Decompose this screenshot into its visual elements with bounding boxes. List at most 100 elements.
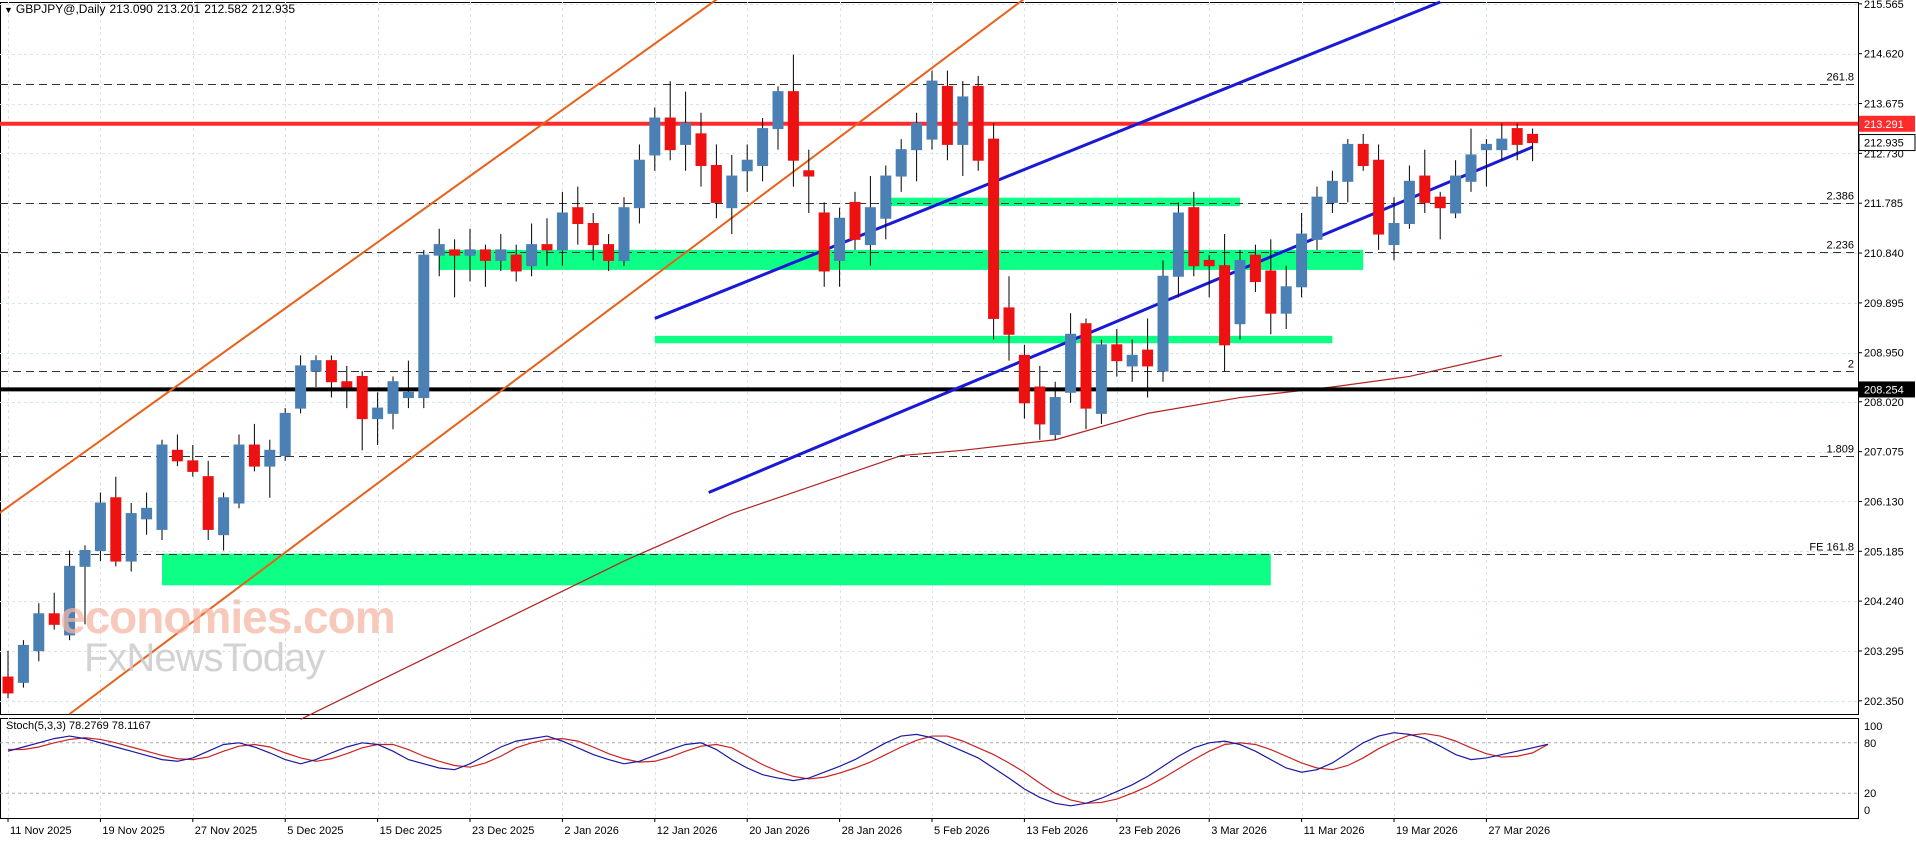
bearish-candle: [664, 117, 676, 151]
bearish-candle: [787, 91, 799, 161]
bullish-candle: [1234, 259, 1246, 325]
fib-level-label: 2: [1848, 359, 1854, 371]
bearish-candle: [710, 164, 722, 203]
time-tick-label: 23 Feb 2026: [1119, 825, 1181, 837]
bearish-candle: [1527, 133, 1539, 144]
bullish-candle: [1065, 333, 1077, 393]
bearish-candle: [541, 244, 553, 251]
support-price-tag-label: 208.254: [1864, 384, 1904, 396]
time-tick-label: 28 Jan 2026: [842, 825, 903, 837]
bullish-candle: [741, 159, 753, 172]
blue-channel-line: [654, 0, 1441, 320]
time-tick-label: 19 Mar 2026: [1396, 825, 1458, 837]
stochastic-pane-frame: [0, 718, 1859, 819]
bearish-candle: [1018, 354, 1030, 404]
bearish-candle: [1003, 307, 1015, 335]
price-tick-label: 211.785: [1864, 198, 1903, 210]
time-tick-label: 11 Mar 2026: [1304, 825, 1365, 837]
bullish-candle: [1095, 344, 1107, 414]
fib-level-label: 1.809: [1826, 444, 1854, 456]
bullish-candle: [757, 128, 769, 166]
stoch-tick-label: 0: [1864, 805, 1870, 817]
bearish-candle: [1265, 270, 1277, 314]
bearish-candle: [110, 497, 122, 562]
bullish-candle: [880, 175, 892, 219]
bearish-candle: [2, 676, 14, 694]
bullish-candle: [1296, 233, 1308, 288]
candles-layer: [2, 54, 1539, 699]
bearish-candle: [941, 85, 953, 145]
support-price-tag: [1859, 381, 1915, 398]
bullish-candle: [1280, 286, 1292, 314]
bearish-candle: [48, 613, 60, 625]
bullish-candle: [125, 513, 137, 562]
bearish-candle: [1111, 344, 1123, 362]
fib-level-label: 2.236: [1826, 240, 1854, 252]
bullish-candle: [957, 96, 969, 145]
bullish-candle: [556, 212, 568, 251]
bullish-candle: [387, 381, 399, 414]
stochastic-header: Stoch(5,3,3) 78.2769 78.1167: [6, 720, 151, 732]
stoch-signal-line: [8, 732, 1549, 804]
bullish-candle: [1172, 212, 1184, 277]
bullish-candle: [1465, 154, 1477, 182]
bearish-candle: [1357, 143, 1369, 166]
bullish-candle: [218, 497, 230, 536]
resistance-price-tag-label: 213.291: [1864, 119, 1904, 131]
bearish-candle: [1188, 207, 1200, 267]
bullish-candle: [433, 244, 445, 256]
bearish-candle: [202, 476, 214, 530]
bullish-candle: [1342, 143, 1354, 182]
orange-channel-line: [69, 0, 1025, 715]
price-tick-label: 202.350: [1864, 696, 1904, 708]
bullish-candle: [310, 360, 322, 372]
bullish-candle: [33, 613, 45, 652]
stoch-tick-label: 80: [1864, 738, 1876, 750]
trend-lines-layer: [0, 0, 1534, 715]
price-pane-frame: [0, 2, 1859, 715]
price-tick-label: 215.565: [1864, 0, 1904, 11]
price-tick-label: 203.295: [1864, 646, 1904, 658]
bullish-candle: [1403, 180, 1415, 225]
bullish-candle: [1157, 275, 1169, 372]
bullish-candle: [864, 207, 876, 246]
bearish-candle: [988, 138, 1000, 319]
time-tick-label: 5 Feb 2026: [934, 825, 990, 837]
bullish-candle: [1496, 138, 1508, 151]
bearish-candle: [818, 212, 830, 272]
bearish-candle: [1203, 259, 1215, 267]
time-tick-label: 15 Dec 2025: [380, 825, 442, 837]
watermark-fxnewstoday: FxNewsToday: [84, 636, 325, 680]
bullish-candle: [726, 175, 738, 209]
bullish-candle: [1326, 180, 1338, 203]
bearish-candle: [479, 249, 491, 261]
current-price-label: 212.935: [1864, 138, 1904, 150]
bearish-candle: [1219, 265, 1231, 346]
symbol-label: GBPJPY@,Daily: [15, 2, 106, 16]
dropdown-triangle-icon[interactable]: ▼: [4, 5, 13, 15]
stoch-main-line: [7, 732, 1549, 807]
bearish-candle: [803, 170, 815, 177]
bullish-candle: [1388, 223, 1400, 246]
bullish-candle: [372, 407, 384, 420]
moving-average-layer: [300, 354, 1502, 720]
time-tick-label: 11 Nov 2025: [10, 825, 72, 837]
bullish-candle: [834, 217, 846, 261]
price-tick-label: 205.185: [1864, 546, 1904, 558]
bearish-candle: [1419, 175, 1431, 203]
bullish-candle: [633, 159, 645, 209]
watermark-economies: economies.com: [60, 591, 396, 643]
bearish-candle: [1373, 159, 1385, 235]
bearish-candle: [187, 460, 199, 472]
price-tick-label: 208.020: [1864, 397, 1904, 409]
stochastic-layer: 100 80 20 0: [0, 721, 1882, 817]
time-tick-label: 13 Feb 2026: [1026, 825, 1088, 837]
bullish-candle: [618, 207, 630, 261]
time-tick-label: 23 Dec 2025: [472, 825, 534, 837]
price-tick-label: 204.240: [1864, 596, 1904, 608]
support-zone: [162, 553, 1271, 586]
time-tick-label: 27 Mar 2026: [1488, 825, 1550, 837]
bullish-candle: [680, 122, 692, 145]
bearish-candle: [572, 207, 584, 225]
bullish-candle: [64, 565, 76, 636]
